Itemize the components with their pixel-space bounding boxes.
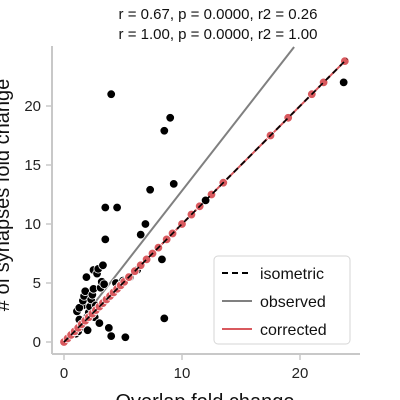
- observed-point: [165, 113, 175, 123]
- title-line-2: r = 1.00, p = 0.0000, r2 = 1.00: [119, 26, 318, 43]
- legend: isometric observed corrected: [213, 255, 351, 345]
- x-axis-label: Overlap fold change: [115, 391, 294, 400]
- observed-point: [159, 126, 170, 136]
- observed-point: [94, 318, 105, 328]
- legend-label-corrected: corrected: [260, 322, 327, 339]
- observed-point: [98, 260, 108, 271]
- observed-point: [82, 325, 93, 335]
- observed-point: [100, 202, 111, 213]
- axes: [51, 46, 360, 355]
- data-points: [59, 56, 350, 347]
- ticks: 0 10 20 0 5 10 15 20: [24, 98, 308, 382]
- observed-point: [145, 185, 155, 195]
- x-tick-label: 10: [174, 365, 191, 382]
- observed-point: [99, 279, 109, 289]
- y-tick-label: 5: [33, 275, 41, 292]
- chart-title: r = 0.67, p = 0.0000, r2 = 0.26 r = 1.00…: [119, 6, 318, 43]
- observed-point: [112, 202, 122, 213]
- observed-point: [169, 179, 179, 189]
- legend-label-observed: observed: [260, 294, 326, 311]
- observed-point: [100, 234, 111, 245]
- observed-point: [81, 272, 92, 282]
- x-tick-label: 20: [292, 365, 309, 382]
- observed-point: [140, 219, 151, 229]
- observed-point: [120, 332, 131, 342]
- title-line-1: r = 0.67, p = 0.0000, r2 = 0.26: [119, 6, 318, 23]
- y-tick-label: 15: [24, 157, 41, 174]
- y-tick-label: 10: [24, 216, 41, 233]
- legend-box: [213, 255, 351, 345]
- y-tick-label: 0: [33, 334, 41, 351]
- observed-point: [106, 89, 116, 99]
- observed-point: [106, 331, 116, 341]
- y-tick-label: 20: [24, 98, 41, 115]
- y-axis-label: # of synapses fold change: [0, 79, 14, 311]
- observed-point: [157, 254, 167, 265]
- isometric-line-overlay: [63, 58, 348, 343]
- observed-point: [159, 313, 170, 324]
- observed-point: [135, 229, 146, 240]
- observed-line: [63, 46, 295, 343]
- observed-point: [338, 77, 349, 88]
- legend-label-isometric: isometric: [260, 266, 324, 283]
- observed-point: [104, 323, 114, 333]
- x-tick-label: 0: [60, 365, 68, 382]
